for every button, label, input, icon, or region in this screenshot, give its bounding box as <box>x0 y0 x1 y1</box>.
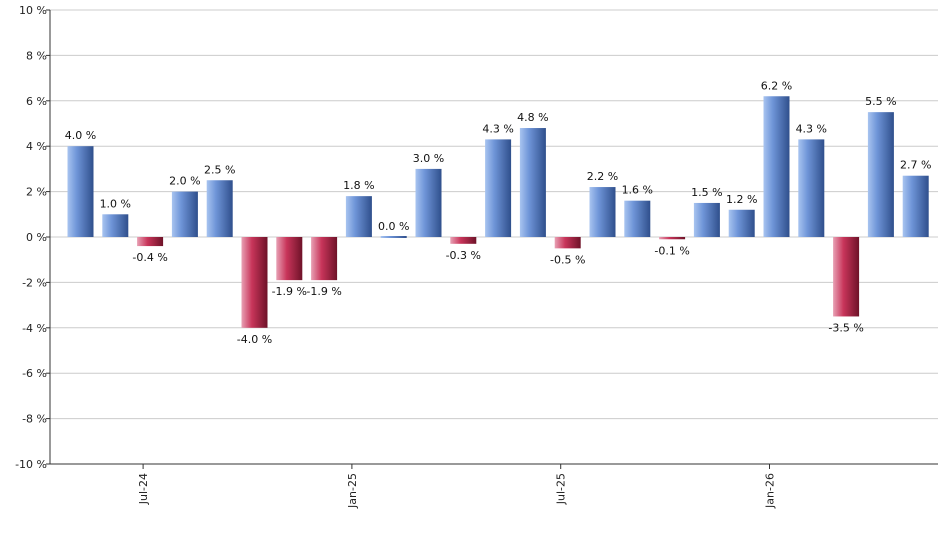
data-label: 4.0 % <box>65 129 96 142</box>
data-label: 2.5 % <box>204 163 235 176</box>
y-tick-label: -10 % <box>15 458 47 471</box>
bar <box>102 214 129 237</box>
bar <box>554 237 581 249</box>
bars <box>67 96 929 328</box>
y-tick-label: 4 % <box>26 140 47 153</box>
y-tick-label: -4 % <box>22 322 47 335</box>
data-label: 0.0 % <box>378 220 409 233</box>
bar <box>798 139 825 237</box>
x-tick-label: Jul-25 <box>555 473 568 505</box>
y-tick-label: 6 % <box>26 95 47 108</box>
data-label: 1.6 % <box>622 184 653 197</box>
bar <box>67 146 94 237</box>
bar <box>345 196 372 237</box>
data-label: 3.0 % <box>413 152 444 165</box>
y-axis-ticks: 10 % 8 % 6 % 4 % 2 % 0 % -2 % -4 % -6 % -8 % -10 % <box>15 4 50 471</box>
bar <box>137 237 164 247</box>
data-label: 2.2 % <box>587 170 618 183</box>
bar <box>450 237 477 244</box>
y-tick-label: -6 % <box>22 367 47 380</box>
y-tick-label: -2 % <box>22 276 47 289</box>
bar <box>902 175 929 237</box>
bar <box>171 191 198 237</box>
data-label: -0.1 % <box>654 244 689 257</box>
data-label: 4.3 % <box>482 122 513 135</box>
data-label: -0.4 % <box>132 251 167 264</box>
data-label: 2.7 % <box>900 159 931 172</box>
x-axis-ticks: Jul-24 Jan-25 Jul-25 Jan-26 <box>137 464 777 509</box>
bar <box>519 128 546 237</box>
data-label: 1.8 % <box>343 179 374 192</box>
axes <box>49 10 938 465</box>
bar <box>311 237 338 281</box>
bar <box>659 237 686 240</box>
bar <box>589 187 616 237</box>
x-tick-label: Jan-25 <box>346 473 359 509</box>
bar <box>728 209 755 237</box>
data-label: 1.2 % <box>726 193 757 206</box>
bar <box>485 139 512 237</box>
y-tick-label: 8 % <box>26 49 47 62</box>
bar <box>867 112 894 237</box>
y-tick-label: 10 % <box>19 4 47 17</box>
data-labels: 4.0 % 1.0 % -0.4 % 2.0 % 2.5 % -4.0 % -1.9 % -1… <box>65 79 932 346</box>
bar <box>206 180 233 237</box>
data-label: -4.0 % <box>237 333 272 346</box>
bar <box>241 237 268 328</box>
y-tick-label: -8 % <box>22 413 47 426</box>
y-tick-label: 2 % <box>26 186 47 199</box>
data-label: -3.5 % <box>828 321 863 334</box>
bar <box>763 96 790 237</box>
bar <box>415 168 442 237</box>
data-label: -1.9 % <box>306 285 341 298</box>
x-tick-label: Jan-26 <box>764 473 777 509</box>
data-label: 2.0 % <box>169 175 200 188</box>
data-label: 4.8 % <box>517 111 548 124</box>
data-label: 4.3 % <box>796 122 827 135</box>
x-tick-label: Jul-24 <box>137 473 150 505</box>
bar <box>693 202 720 237</box>
bar <box>833 237 860 317</box>
data-label: 1.5 % <box>691 186 722 199</box>
data-label: 5.5 % <box>865 95 896 108</box>
bar <box>624 200 651 237</box>
data-label: -0.5 % <box>550 253 585 266</box>
data-label: 1.0 % <box>100 197 131 210</box>
data-label: -1.9 % <box>272 285 307 298</box>
bar <box>380 236 407 238</box>
data-label: 6.2 % <box>761 79 792 92</box>
bar <box>276 237 303 281</box>
data-label: -0.3 % <box>446 249 481 262</box>
y-tick-label: 0 % <box>26 231 47 244</box>
